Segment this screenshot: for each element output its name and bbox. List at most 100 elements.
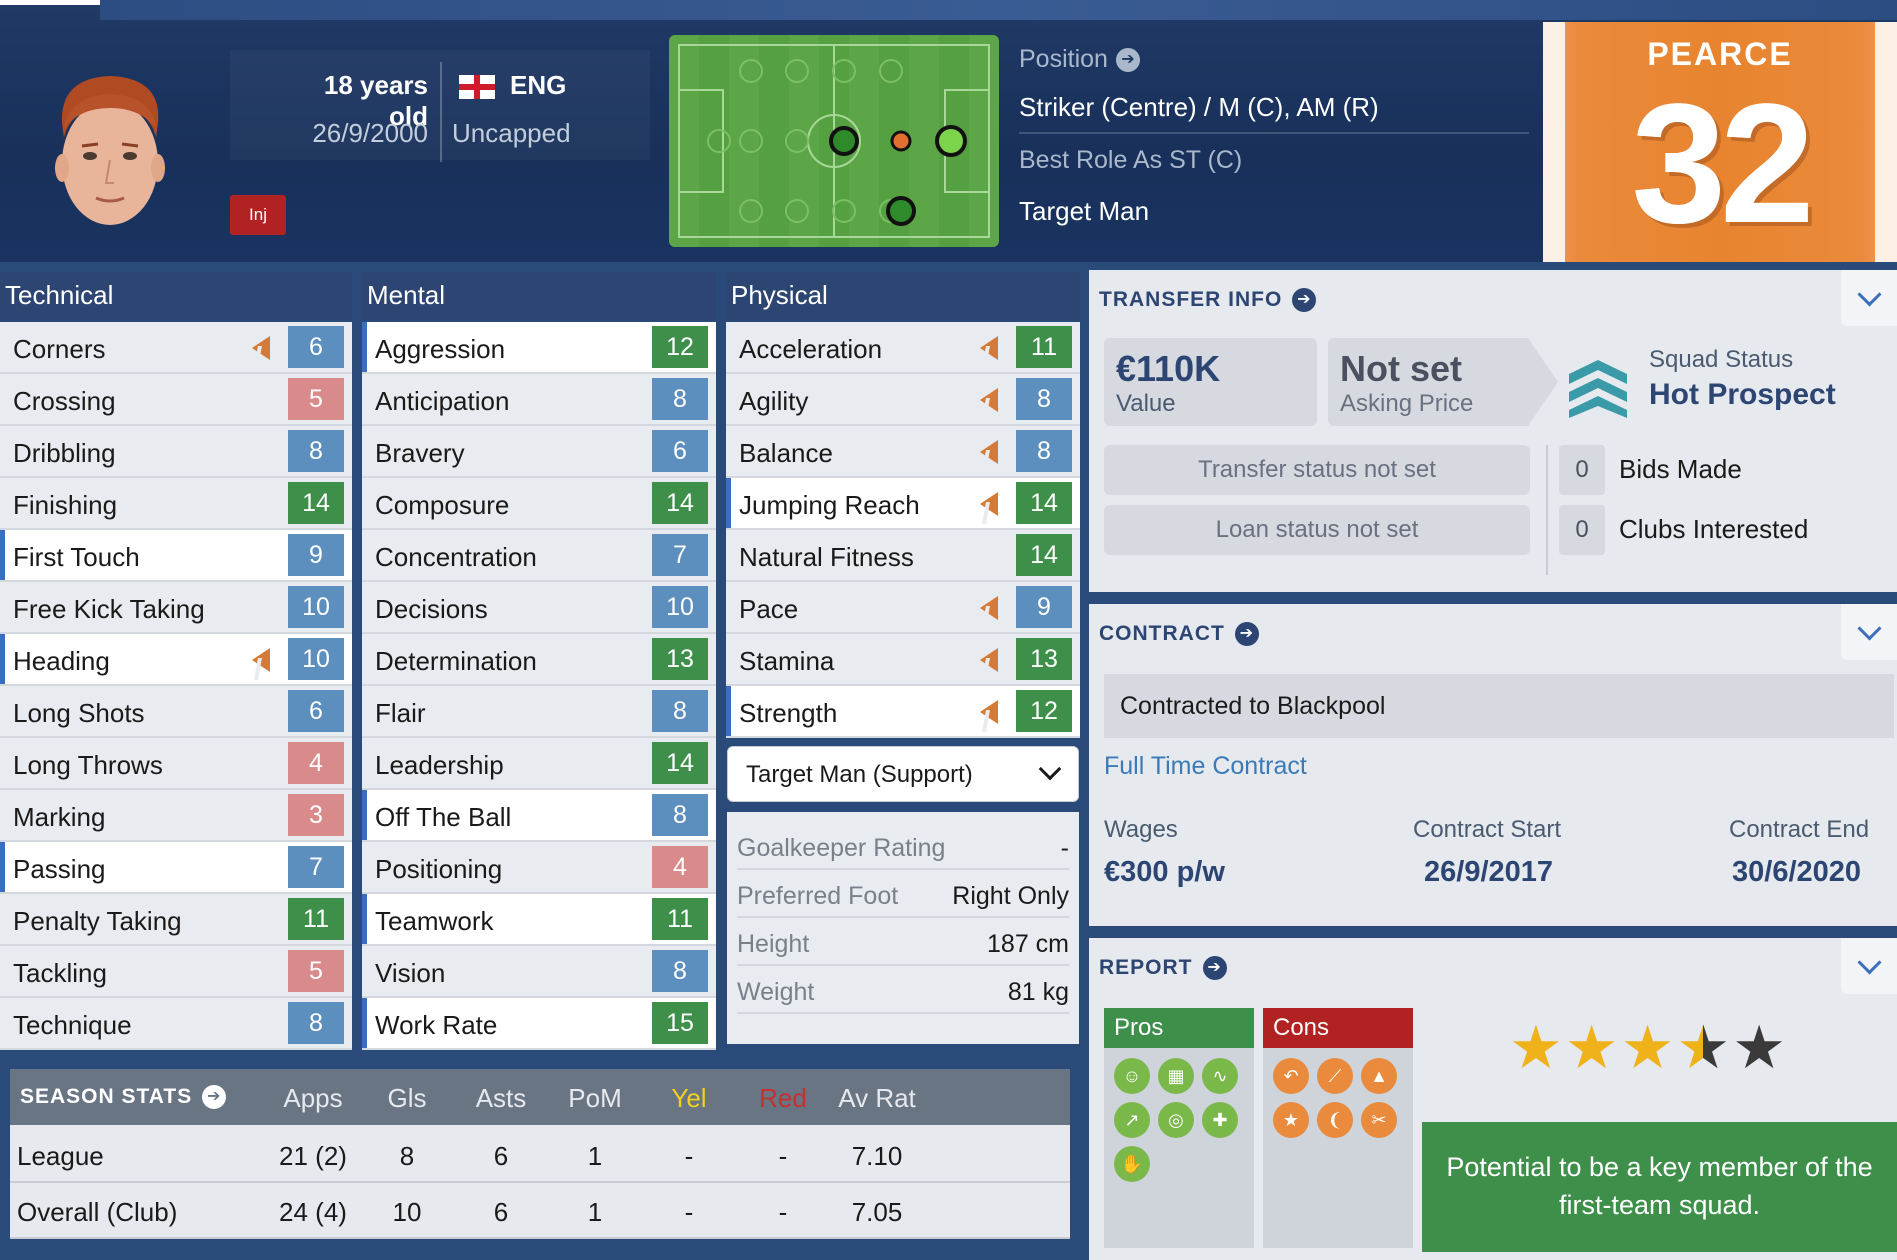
arrow-right-circle-icon[interactable] [1234, 622, 1259, 646]
attribute-row-dribbling[interactable]: Dribbling 8 [0, 426, 352, 478]
stats-cell: 10 [392, 1197, 422, 1227]
collapse-button[interactable] [1841, 938, 1897, 994]
detail-label: Weight [737, 978, 815, 1006]
attribute-row-positioning[interactable]: Positioning 4 [362, 842, 716, 894]
attribute-row-decisions[interactable]: Decisions 10 [362, 582, 716, 634]
attribute-row-strength[interactable]: Strength 12 [726, 686, 1080, 738]
clubs-count: 0 [1559, 505, 1605, 555]
attribute-row-flair[interactable]: Flair 8 [362, 686, 716, 738]
trend-arrow-icon [980, 700, 998, 724]
tackle-trait-icon[interactable]: ⟋ [1317, 1058, 1353, 1094]
attribute-row-leadership[interactable]: Leadership 14 [362, 738, 716, 790]
brain-trait-icon[interactable]: ❨ [1317, 1102, 1353, 1138]
attribute-row-free-kick-taking[interactable]: Free Kick Taking 10 [0, 582, 352, 634]
attribute-value: 14 [288, 482, 344, 524]
collapse-button[interactable] [1841, 604, 1897, 660]
stats-row[interactable]: Overall (Club) 24 (4) 10 6 1 - - 7.05 [10, 1183, 1070, 1239]
position-pitch-map[interactable] [669, 35, 999, 247]
trend-arrow-icon [980, 596, 998, 620]
star-trait-icon[interactable]: ★ [1273, 1102, 1309, 1138]
potential-summary: Potential to be a key member of the firs… [1422, 1122, 1897, 1252]
attribute-row-agility[interactable]: Agility 8 [726, 374, 1080, 426]
arrow-right-circle-icon[interactable] [1115, 47, 1140, 72]
attribute-row-natural-fitness[interactable]: Natural Fitness 14 [726, 530, 1080, 582]
attribute-row-determination[interactable]: Determination 13 [362, 634, 716, 686]
attribute-row-pace[interactable]: Pace 9 [726, 582, 1080, 634]
attribute-row-passing[interactable]: Passing 7 [0, 842, 352, 894]
stats-column-header[interactable]: Yel [671, 1083, 707, 1113]
attribute-row-anticipation[interactable]: Anticipation 8 [362, 374, 716, 426]
head-trait-icon[interactable]: ☺ [1114, 1058, 1150, 1094]
asking-price-value: Not set [1340, 348, 1463, 389]
target-trait-icon[interactable]: ◎ [1158, 1102, 1194, 1138]
stats-column-header[interactable]: Gls [387, 1083, 427, 1113]
attribute-row-aggression[interactable]: Aggression 12 [362, 322, 716, 374]
attribute-value: 8 [288, 430, 344, 472]
attribute-row-tackling[interactable]: Tackling 5 [0, 946, 352, 998]
arrow-right-circle-icon[interactable] [202, 1085, 227, 1109]
bandage-trait-icon[interactable]: ✚ [1202, 1102, 1238, 1138]
stats-column-header[interactable]: Red [759, 1083, 807, 1113]
position-link[interactable]: Position [1019, 45, 1140, 74]
attribute-row-long-shots[interactable]: Long Shots 6 [0, 686, 352, 738]
attribute-row-acceleration[interactable]: Acceleration 11 [726, 322, 1080, 374]
stats-column-header[interactable]: PoM [568, 1083, 622, 1113]
player-face-avatar [55, 76, 165, 225]
attribute-row-balance[interactable]: Balance 8 [726, 426, 1080, 478]
mental-attributes-list: Aggression 12 Anticipation 8 Bravery 6 Composu… [362, 322, 716, 1050]
squad-status-value[interactable]: Hot Prospect [1649, 378, 1836, 411]
attribute-row-jumping-reach[interactable]: Jumping Reach 14 [726, 478, 1080, 530]
contract-type-link[interactable]: Full Time Contract [1104, 752, 1307, 780]
arrow-right-circle-icon[interactable] [1202, 956, 1227, 980]
role-select-dropdown[interactable]: Target Man (Support) [727, 746, 1079, 802]
tactics-board-trait-icon[interactable]: ▦ [1158, 1058, 1194, 1094]
attribute-row-composure[interactable]: Composure 14 [362, 478, 716, 530]
attribute-row-long-throws[interactable]: Long Throws 4 [0, 738, 352, 790]
player-nation[interactable]: ENG [510, 70, 567, 100]
attribute-row-vision[interactable]: Vision 8 [362, 946, 716, 998]
detail-label: Height [737, 930, 810, 958]
trend-arrow-icon [980, 648, 998, 672]
transfer-status-button[interactable]: Transfer status not set [1104, 445, 1530, 495]
cross-trait-icon[interactable]: ↶ [1273, 1058, 1309, 1094]
stats-row[interactable]: League 21 (2) 8 6 1 - - 7.10 [10, 1127, 1070, 1183]
best-role-value[interactable]: Target Man [1019, 196, 1150, 226]
scissors-trait-icon[interactable]: ✂ [1361, 1102, 1397, 1138]
contract-header[interactable]: CONTRACT [1099, 622, 1259, 646]
attribute-row-first-touch[interactable]: First Touch 9 [0, 530, 352, 582]
value-box: €110K Value [1104, 338, 1317, 426]
stats-column-header[interactable]: Apps [283, 1083, 343, 1113]
attribute-row-marking[interactable]: Marking 3 [0, 790, 352, 842]
attribute-row-crossing[interactable]: Crossing 5 [0, 374, 352, 426]
attribute-value: 8 [1016, 378, 1072, 420]
stats-cell: 21 (2) [279, 1141, 347, 1171]
cone-trait-icon[interactable]: ▲ [1361, 1058, 1397, 1094]
trend-arrow-icon [980, 336, 998, 360]
attribute-row-work-rate[interactable]: Work Rate 15 [362, 998, 716, 1050]
attribute-row-bravery[interactable]: Bravery 6 [362, 426, 716, 478]
transfer-info-header[interactable]: TRANSFER INFO [1099, 288, 1317, 312]
attribute-row-corners[interactable]: Corners 6 [0, 322, 352, 374]
star-icon: ★ [1509, 1014, 1563, 1081]
pulse-trait-icon[interactable]: ∿ [1202, 1058, 1238, 1094]
attribute-row-penalty-taking[interactable]: Penalty Taking 11 [0, 894, 352, 946]
attribute-row-technique[interactable]: Technique 8 [0, 998, 352, 1050]
season-stats-title-link[interactable]: SEASON STATS [20, 1085, 227, 1109]
attribute-row-stamina[interactable]: Stamina 13 [726, 634, 1080, 686]
stats-column-header[interactable]: Av Rat [838, 1083, 916, 1113]
attribute-row-off-the-ball[interactable]: Off The Ball 8 [362, 790, 716, 842]
loan-status-button[interactable]: Loan status not set [1104, 505, 1530, 555]
injury-badge[interactable]: Inj [230, 195, 286, 235]
asking-price-box[interactable]: Not set Asking Price [1328, 338, 1558, 426]
stats-column-header[interactable]: Asts [475, 1083, 527, 1113]
attribute-row-teamwork[interactable]: Teamwork 11 [362, 894, 716, 946]
attribute-row-finishing[interactable]: Finishing 14 [0, 478, 352, 530]
collapse-button[interactable] [1841, 270, 1897, 326]
report-header[interactable]: REPORT [1099, 956, 1227, 980]
attribute-row-concentration[interactable]: Concentration 7 [362, 530, 716, 582]
handshake-trait-icon[interactable]: ✋ [1114, 1146, 1150, 1182]
contract-end-value: 30/6/2020 [1732, 856, 1862, 888]
attribute-row-heading[interactable]: Heading 10 [0, 634, 352, 686]
arrow-right-circle-icon[interactable] [1292, 288, 1317, 312]
trend-up-trait-icon[interactable]: ↗ [1114, 1102, 1150, 1138]
